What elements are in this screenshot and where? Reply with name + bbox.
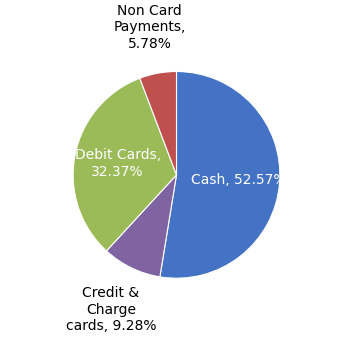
Text: Credit &
Charge
cards, 9.28%: Credit & Charge cards, 9.28%: [66, 286, 156, 333]
Wedge shape: [73, 78, 176, 251]
Text: Cash, 52.57%: Cash, 52.57%: [191, 173, 286, 187]
Wedge shape: [107, 175, 176, 277]
Text: Debit Cards,
32.37%: Debit Cards, 32.37%: [74, 148, 161, 179]
Wedge shape: [160, 71, 280, 278]
Text: Non Card
Payments,
5.78%: Non Card Payments, 5.78%: [113, 4, 186, 51]
Wedge shape: [140, 71, 176, 175]
